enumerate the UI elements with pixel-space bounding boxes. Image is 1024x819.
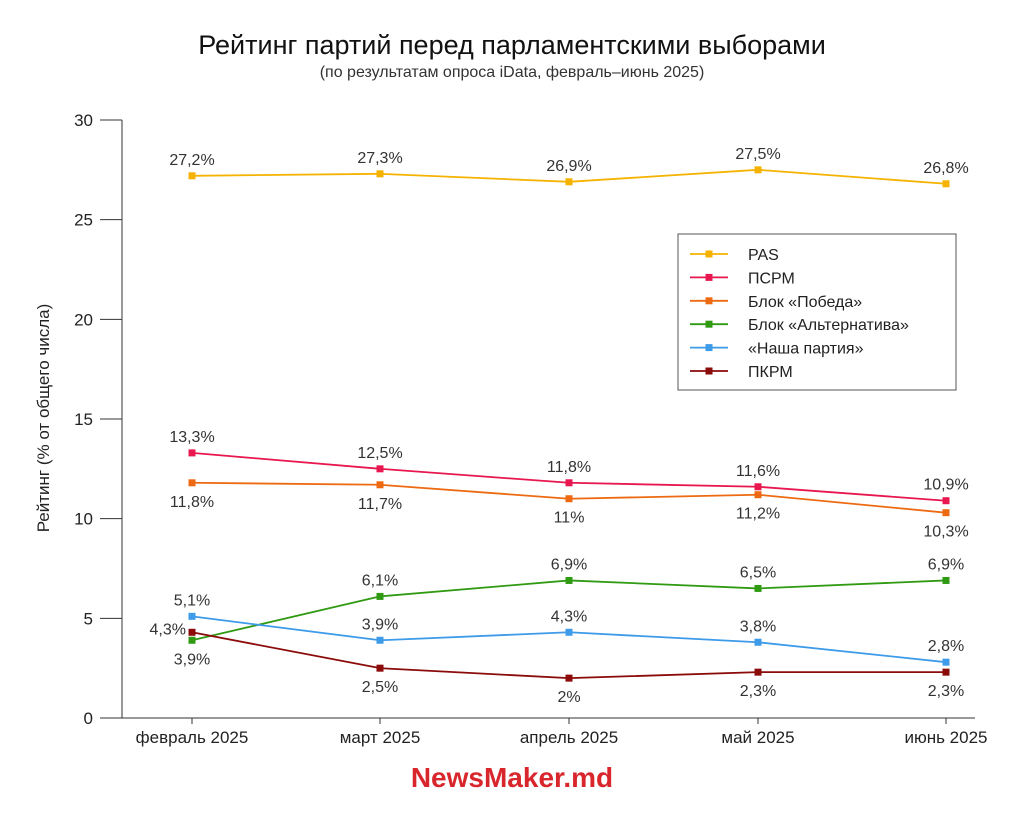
brand-logo: NewsMaker.md bbox=[410, 762, 614, 793]
data-label: 11,8% bbox=[170, 494, 214, 511]
data-label: 11,6% bbox=[736, 463, 780, 480]
y-tick-label: 0 bbox=[84, 709, 93, 728]
data-point bbox=[188, 628, 196, 636]
data-point bbox=[942, 658, 950, 666]
legend-item-label: Блок «Победа» bbox=[748, 294, 862, 311]
data-point bbox=[565, 479, 573, 487]
data-point bbox=[188, 449, 196, 457]
y-tick-label: 10 bbox=[74, 510, 93, 529]
y-tick-label: 20 bbox=[74, 310, 93, 329]
x-tick-label: май 2025 bbox=[721, 728, 794, 747]
y-tick-label: 30 bbox=[74, 111, 93, 130]
data-point bbox=[942, 497, 950, 505]
data-label: 2,5% bbox=[362, 679, 398, 696]
x-tick-label: март 2025 bbox=[340, 728, 421, 747]
data-point bbox=[754, 584, 762, 592]
data-label: 10,3% bbox=[923, 524, 968, 541]
legend-marker bbox=[705, 344, 713, 352]
data-point bbox=[376, 465, 384, 473]
data-label: 6,5% bbox=[740, 564, 776, 581]
data-label: 2,8% bbox=[928, 638, 964, 655]
legend-item-label: PAS bbox=[748, 247, 779, 264]
data-label: 27,5% bbox=[735, 146, 780, 163]
y-tick-label: 5 bbox=[84, 609, 93, 628]
data-point bbox=[754, 491, 762, 499]
legend-marker bbox=[705, 273, 713, 281]
data-label: 11% bbox=[554, 510, 585, 527]
legend-marker bbox=[705, 367, 713, 375]
data-label: 13,3% bbox=[169, 429, 214, 446]
data-point bbox=[565, 495, 573, 503]
data-label: 2% bbox=[557, 689, 580, 706]
data-label: 6,9% bbox=[551, 556, 587, 573]
data-point bbox=[188, 479, 196, 487]
data-label: 3,9% bbox=[174, 651, 210, 668]
data-label: 3,8% bbox=[740, 618, 776, 635]
data-label: 11,7% bbox=[358, 496, 402, 513]
data-point bbox=[754, 166, 762, 174]
data-point bbox=[942, 180, 950, 188]
data-point bbox=[565, 674, 573, 682]
data-point bbox=[376, 664, 384, 672]
data-label: 3,9% bbox=[362, 616, 398, 633]
data-label: 11,2% bbox=[736, 506, 780, 523]
data-point bbox=[754, 638, 762, 646]
data-point bbox=[754, 483, 762, 491]
legend-item-label: ПСРМ bbox=[748, 270, 795, 287]
x-tick-label: июнь 2025 bbox=[904, 728, 987, 747]
data-label: 27,3% bbox=[357, 150, 402, 167]
legend-box bbox=[677, 233, 957, 391]
data-point bbox=[376, 481, 384, 489]
data-label: 4,3% bbox=[551, 608, 587, 625]
y-tick-label: 15 bbox=[74, 410, 93, 429]
legend-marker bbox=[705, 320, 713, 328]
data-label: 6,9% bbox=[928, 556, 964, 573]
data-label: 4,3% bbox=[150, 621, 186, 638]
data-point bbox=[754, 668, 762, 676]
data-label: 27,2% bbox=[169, 152, 214, 169]
data-label: 5,1% bbox=[174, 592, 210, 609]
data-point bbox=[188, 172, 196, 180]
data-label: 10,9% bbox=[923, 477, 968, 494]
data-point bbox=[565, 628, 573, 636]
data-label: 26,8% bbox=[923, 160, 968, 177]
legend-marker bbox=[705, 297, 713, 305]
legend-item-label: «Наша партия» bbox=[748, 341, 864, 358]
chart-subtitle: (по результатам опроса iData, февраль–ию… bbox=[319, 64, 705, 81]
legend-item-label: Блок «Альтернатива» bbox=[748, 317, 909, 334]
legend-marker bbox=[705, 250, 713, 258]
data-point bbox=[565, 178, 573, 186]
y-tick-label: 25 bbox=[74, 211, 93, 230]
data-point bbox=[565, 576, 573, 584]
x-tick-label: апрель 2025 bbox=[520, 728, 618, 747]
data-point bbox=[376, 592, 384, 600]
data-point bbox=[188, 636, 196, 644]
chart-title: Рейтинг партий перед парламентскими выбо… bbox=[198, 30, 826, 60]
data-point bbox=[942, 668, 950, 676]
data-point bbox=[376, 636, 384, 644]
series-line bbox=[191, 631, 946, 680]
data-label: 2,3% bbox=[740, 683, 776, 700]
legend-item-label: ПКРМ bbox=[748, 364, 793, 381]
data-label: 2,3% bbox=[928, 683, 964, 700]
data-point bbox=[942, 509, 950, 517]
data-label: 6,1% bbox=[362, 572, 398, 589]
data-point bbox=[376, 170, 384, 178]
data-label: 26,9% bbox=[546, 158, 591, 175]
data-label: 12,5% bbox=[357, 445, 402, 462]
x-tick-label: февраль 2025 bbox=[136, 728, 249, 747]
data-point bbox=[188, 612, 196, 620]
data-point bbox=[942, 576, 950, 584]
data-label: 11,8% bbox=[547, 459, 591, 476]
